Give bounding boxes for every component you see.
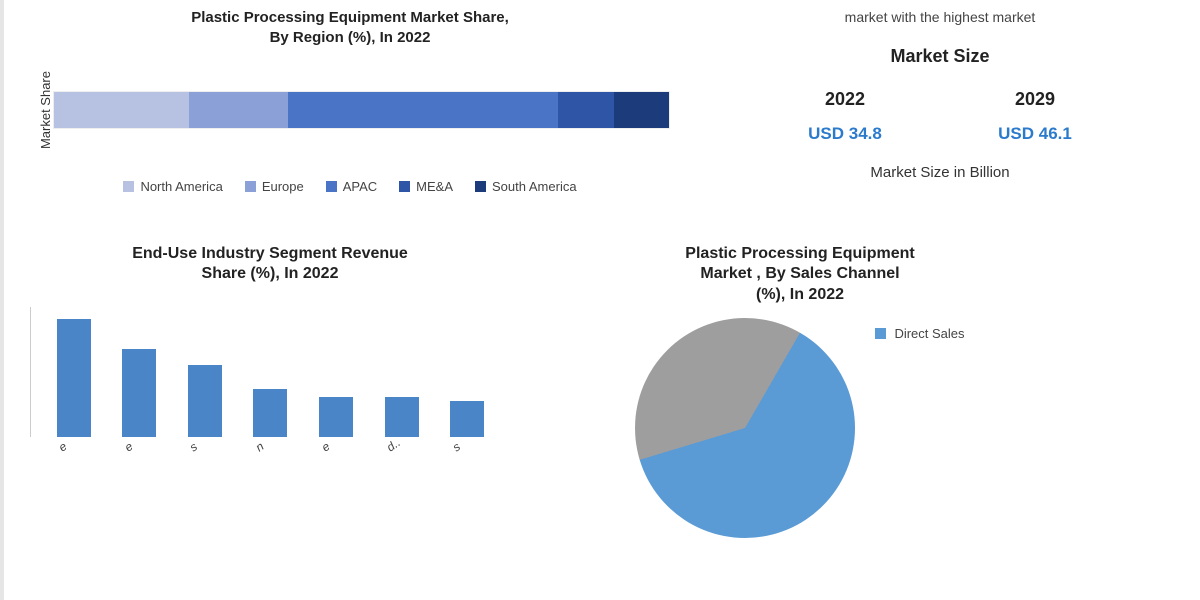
market-size-values: USD 34.8 USD 46.1 xyxy=(710,124,1170,144)
region-legend-item: Europe xyxy=(245,179,304,194)
legend-label: APAC xyxy=(343,179,377,194)
pie-legend-label: Direct Sales xyxy=(894,326,964,341)
pie-body: Direct Sales xyxy=(540,318,1060,538)
market-size-heading: Market Size xyxy=(710,46,1170,67)
pie-title-line1: Plastic Processing Equipment xyxy=(685,245,914,262)
region-segment xyxy=(189,92,287,128)
val-b: USD 46.1 xyxy=(998,124,1072,144)
bar-chart-title: End-Use Industry Segment Revenue Share (… xyxy=(30,244,510,286)
market-size-years: 2022 2029 xyxy=(710,89,1170,110)
legend-swatch xyxy=(326,181,337,192)
region-title-line1: Plastic Processing Equipment Market Shar… xyxy=(191,9,509,26)
pie-chart: Plastic Processing Equipment Market , By… xyxy=(540,244,1060,538)
top-row: Plastic Processing Equipment Market Shar… xyxy=(30,8,1170,194)
region-segment xyxy=(614,92,669,128)
legend-label: South America xyxy=(492,179,577,194)
bar xyxy=(57,319,91,437)
pie-circle xyxy=(635,318,855,538)
region-segment xyxy=(558,92,613,128)
year-a: 2022 xyxy=(825,89,865,110)
pie-title-line3: (%), In 2022 xyxy=(756,286,844,303)
stacked-bar xyxy=(53,91,670,129)
legend-swatch xyxy=(475,181,486,192)
region-legend-item: APAC xyxy=(326,179,377,194)
region-legend-item: North America xyxy=(123,179,222,194)
legend-label: ME&A xyxy=(416,179,453,194)
region-segment xyxy=(288,92,559,128)
region-y-label: Market Share xyxy=(30,67,53,153)
region-legend-item: South America xyxy=(475,179,577,194)
legend-swatch xyxy=(245,181,256,192)
region-chart: Plastic Processing Equipment Market Shar… xyxy=(30,8,670,194)
pie-legend-item: Direct Sales xyxy=(875,326,964,341)
year-b: 2029 xyxy=(1015,89,1055,110)
bar-chart: End-Use Industry Segment Revenue Share (… xyxy=(30,244,510,538)
region-segment xyxy=(54,92,189,128)
left-edge xyxy=(0,0,4,600)
region-chart-body: Market Share xyxy=(30,67,670,153)
market-size-intro: market with the highest market xyxy=(710,8,1170,28)
legend-swatch xyxy=(123,181,134,192)
pie-title-line2: Market , By Sales Channel xyxy=(700,265,899,282)
region-legend-item: ME&A xyxy=(399,179,453,194)
region-title-line2: By Region (%), In 2022 xyxy=(270,29,431,46)
market-size-panel: market with the highest market Market Si… xyxy=(710,8,1170,194)
pie-legend-swatch xyxy=(875,328,886,339)
bar-title-line1: End-Use Industry Segment Revenue xyxy=(132,245,408,262)
region-legend: North America Europe APAC ME&A South America xyxy=(30,179,670,194)
val-a: USD 34.8 xyxy=(808,124,882,144)
region-chart-title: Plastic Processing Equipment Market Shar… xyxy=(30,8,670,49)
pie-legend: Direct Sales xyxy=(875,318,964,351)
bottom-row: End-Use Industry Segment Revenue Share (… xyxy=(30,244,1170,538)
bars-area xyxy=(30,307,510,437)
legend-swatch xyxy=(399,181,410,192)
legend-label: Europe xyxy=(262,179,304,194)
pie-chart-title: Plastic Processing Equipment Market , By… xyxy=(540,244,1060,306)
bar xyxy=(122,349,156,437)
market-size-unit: Market Size in Billion xyxy=(710,164,1170,181)
bar-labels: eesned..s xyxy=(30,437,510,457)
legend-label: North America xyxy=(140,179,222,194)
bar-title-line2: Share (%), In 2022 xyxy=(202,265,339,282)
